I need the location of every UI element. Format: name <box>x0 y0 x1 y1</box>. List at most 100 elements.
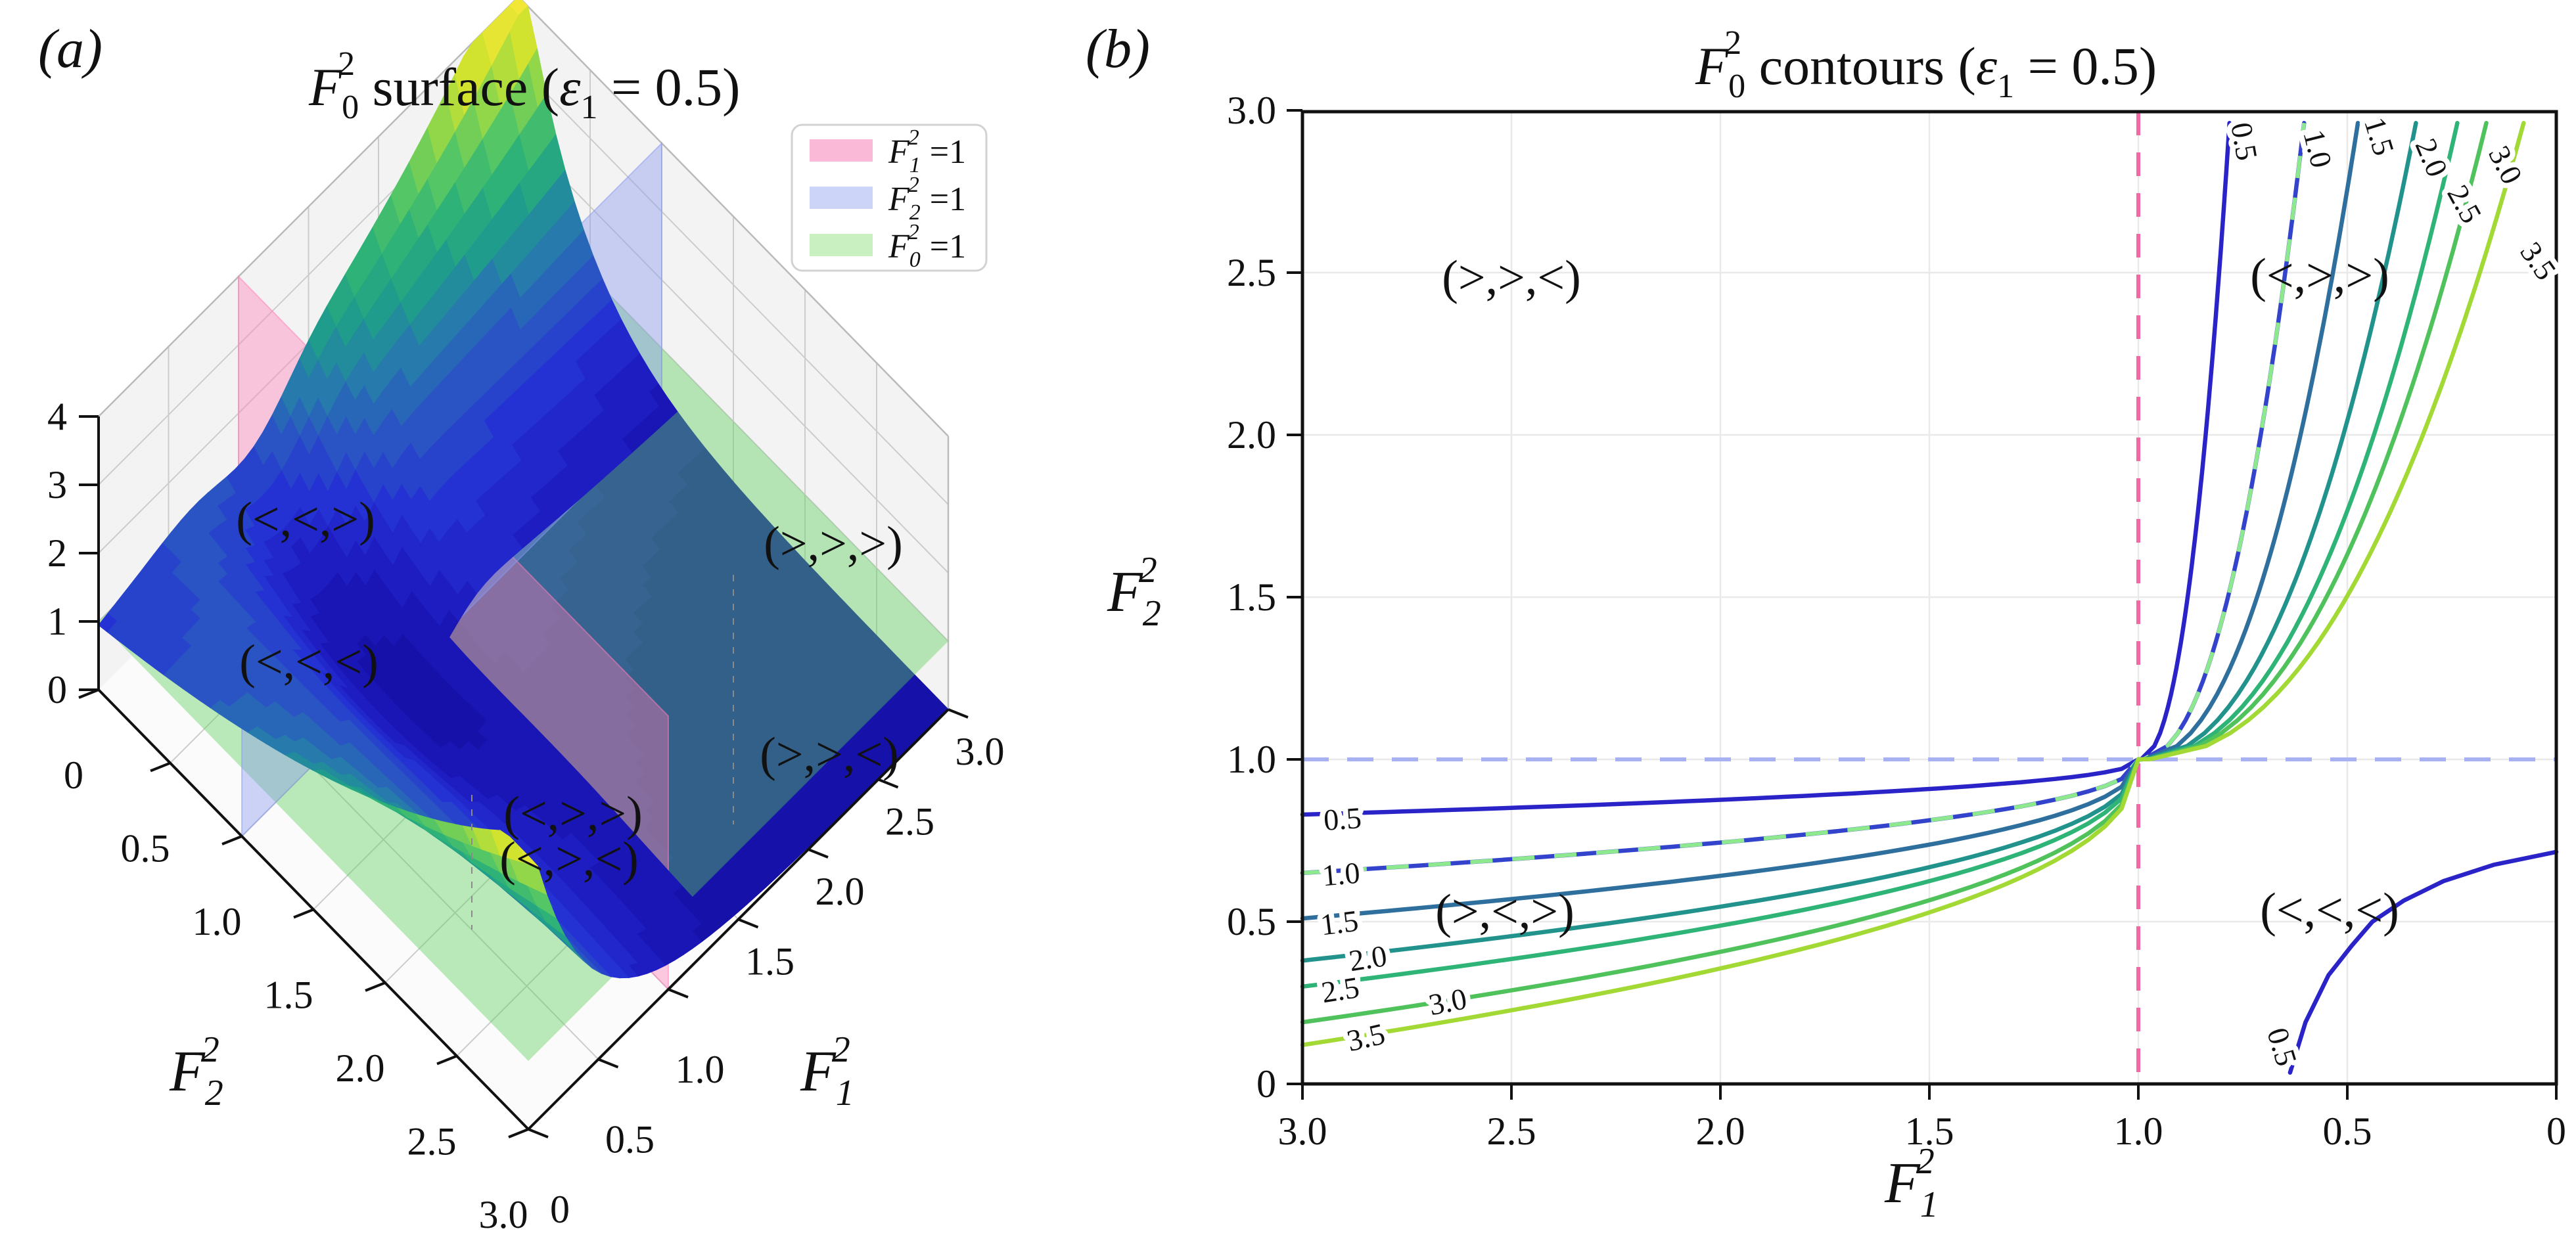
panel-a: 0 1 2 3 4 0 0.5 1.0 1.5 2.0 2.5 3.0 0 0.5 1.0 1.5 2.0 2.5… <box>38 0 1005 1236</box>
z-tick-label: 1 <box>47 600 67 643</box>
region-labels: (>,>,<) (<,>,>) (>,<,>) (<,<,<) <box>1435 249 2399 939</box>
pane-edge <box>98 0 517 417</box>
f2-tick <box>78 688 99 699</box>
f1-tick-label: 2.0 <box>816 870 865 913</box>
f1-tick <box>808 848 829 859</box>
f1-tick-label: 3.0 <box>955 730 1005 773</box>
f1-tick-label: 2.5 <box>885 800 934 843</box>
f2-tick-label: 3.0 <box>479 1193 528 1236</box>
panel-b-title: F02 contours (ε1 = 0.5) <box>1695 24 2157 105</box>
x-tick-label: 2.0 <box>1696 1110 1745 1153</box>
panel-a-letter: (a) <box>38 18 103 79</box>
contour-label: 3.0 <box>2482 141 2529 189</box>
f2-tick <box>221 835 242 845</box>
y-tick-label: 1.5 <box>1227 575 1276 619</box>
y-tick-label: 0 <box>1256 1062 1276 1106</box>
f1-tick-label: 0 <box>550 1188 570 1231</box>
contour-label: 1.0 <box>1321 856 1362 893</box>
region-label: (>,<,>) <box>1435 885 1575 939</box>
x-tick-label: 3.0 <box>1278 1110 1327 1153</box>
surface-mesh <box>98 0 721 979</box>
contour-label: 1.5 <box>1318 904 1360 942</box>
plot-frame: 3.0 2.5 2.0 1.5 1.0 0.5 000.51.01.52.02.53.0 <box>1227 89 2566 1153</box>
axis-label-f2sq-3d: F22 <box>169 1029 223 1113</box>
f2-tick <box>150 761 171 773</box>
f2-tick <box>293 908 314 919</box>
legend-label-f1: F12 =1 <box>888 125 966 177</box>
contour-2 <box>1300 121 2418 963</box>
x-tick-label: 1.0 <box>2114 1110 2163 1153</box>
legend-label-f2: F22 =1 <box>888 173 966 225</box>
region-label-3d: (>,>,<) <box>760 728 899 782</box>
panel-b-letter: (b) <box>1086 18 1150 79</box>
grid-z <box>518 133 949 573</box>
y-tick-label: 1.0 <box>1227 738 1276 781</box>
z-tick-label: 2 <box>47 531 67 575</box>
z-tick-label: 4 <box>47 395 67 438</box>
panel-b: 3.0 2.5 2.0 1.5 1.0 0.5 000.51.01.52.02.53.0 0… <box>1086 18 2568 1225</box>
axis-label-y: F22 <box>1107 550 1161 634</box>
x-tick-label: 0 <box>2546 1110 2566 1153</box>
f2-tick-label: 0.5 <box>121 827 170 870</box>
contour-label: 2.5 <box>1319 970 1362 1009</box>
contour-label: 1.0 <box>2297 126 2338 171</box>
z-tick-label: 0 <box>47 668 67 711</box>
x-tick-label: 0.5 <box>2323 1110 2372 1153</box>
f1-tick <box>597 1058 619 1069</box>
f1-tick <box>737 918 759 929</box>
grid-z <box>518 64 949 505</box>
contour-label: 0.5 <box>1322 801 1362 837</box>
f1-tick <box>668 988 689 999</box>
contour-lines <box>1300 121 2559 1075</box>
legend-swatch-f0 <box>810 234 873 256</box>
f2-tick-label: 1.0 <box>193 900 242 943</box>
pane-edge <box>520 0 949 437</box>
surface-facet <box>518 846 539 867</box>
y-tick-label: 2.0 <box>1227 413 1276 457</box>
f2-tick <box>365 981 386 992</box>
region-label-3d: (<,<,<) <box>239 635 379 689</box>
contour-label: 3.0 <box>1426 981 1469 1022</box>
legend-swatch-f2 <box>810 187 873 209</box>
region-label-3d: (<,>,<) <box>499 832 639 886</box>
region-label-3d: (>,>,>) <box>764 517 903 571</box>
y-tick-label: 2.5 <box>1227 251 1276 294</box>
f1-tick <box>877 778 899 789</box>
axis-label-x: F12 <box>1884 1141 1939 1225</box>
f1-tick-label: 0.5 <box>605 1118 655 1161</box>
f1-tick <box>528 1128 549 1138</box>
contour-label: 2.5 <box>2441 179 2488 229</box>
region-label: (>,>,<) <box>1442 251 1581 305</box>
region-label-3d: (<,>,>) <box>503 787 643 841</box>
y-tick-label: 3.0 <box>1227 89 1276 132</box>
f2-tick-label: 2.0 <box>336 1046 385 1090</box>
region-label: (<,<,<) <box>2260 884 2399 937</box>
f1-tick <box>948 708 969 719</box>
region-label-3d: (<,<,>) <box>236 493 375 547</box>
f2-tick <box>508 1128 529 1138</box>
f2-tick-label: 0 <box>64 753 83 797</box>
axis-label-f1sq-3d: F12 <box>800 1029 854 1113</box>
f1-tick-label: 1.0 <box>676 1048 725 1091</box>
f1-tick-label: 1.5 <box>745 940 794 983</box>
x-tick-label: 2.5 <box>1487 1110 1536 1153</box>
contour-label: 0.5 <box>2224 120 2264 163</box>
contour-label: 0.5 <box>2261 1024 2304 1070</box>
legend-label-f0: F02 =1 <box>888 220 966 272</box>
axes3d-ticks: 0 1 2 3 4 0 0.5 1.0 1.5 2.0 2.5 3.0 0 0.5 1.0 1.5 2.0 2.5… <box>47 395 1005 1236</box>
contour-0.5 <box>1300 121 2232 817</box>
legend: F12 =1 F22 =1 F02 =1 <box>791 124 988 272</box>
f2-tick <box>436 1054 457 1066</box>
x-tick-label: 1.5 <box>1905 1110 1954 1153</box>
contour-label: 1.5 <box>2358 114 2401 160</box>
contour-0.5-branch2 <box>2288 849 2559 1075</box>
region-label: (<,>,>) <box>2250 249 2389 303</box>
contour-1.5 <box>1300 121 2360 921</box>
contour-label: 3.5 <box>1344 1017 1388 1058</box>
contour-3.5 <box>1300 121 2526 1047</box>
f2-tick-label: 1.5 <box>264 974 313 1017</box>
f2-tick-label: 2.5 <box>407 1120 457 1163</box>
y-tick-label: 0.5 <box>1227 900 1276 943</box>
z-tick-label: 3 <box>47 463 67 506</box>
